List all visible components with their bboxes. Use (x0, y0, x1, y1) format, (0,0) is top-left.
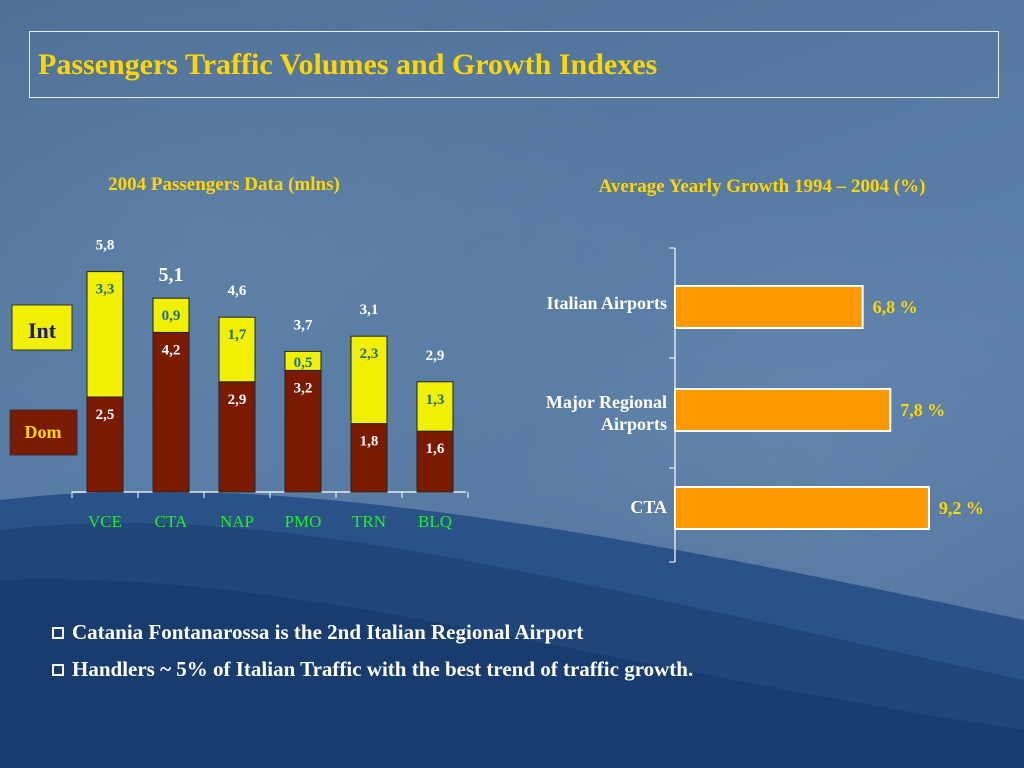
data-label-total: 4,6 (228, 283, 247, 299)
x-tick-label: TRN (352, 512, 386, 531)
bullet-text: Handlers ~ 5% of Italian Traffic with th… (72, 657, 694, 681)
bar-int-trn (350, 335, 388, 425)
bar-dom-vce (86, 396, 124, 493)
bullet-item: Handlers ~ 5% of Italian Traffic with th… (52, 657, 693, 682)
growth-value-label: 6,8 % (873, 297, 918, 317)
bar-int-pmo (284, 350, 322, 371)
growth-bar (674, 388, 892, 432)
x-tick-label: NAP (220, 512, 254, 531)
bar-dom-trn (350, 423, 388, 493)
data-label-int: 1,7 (228, 327, 247, 343)
data-label-int: 2,3 (360, 346, 379, 362)
data-label-int: 0,9 (162, 308, 181, 324)
data-label-total: 3,7 (294, 317, 313, 333)
x-tick-label: PMO (285, 512, 322, 531)
y-tick-label: Major Regional (546, 392, 667, 412)
data-label-total: 2,9 (426, 348, 445, 364)
data-label-total: 5,1 (159, 264, 184, 286)
data-label-dom: 4,2 (162, 342, 181, 358)
data-label-dom: 2,9 (228, 392, 247, 408)
data-label-dom: 1,6 (426, 441, 445, 457)
chart1-title: 2004 Passengers Data (mlns) (108, 174, 340, 195)
bar-int-nap (218, 316, 256, 383)
data-label-total: 5,8 (96, 238, 115, 254)
x-tick-label: BLQ (418, 512, 452, 531)
checkbox-bullet-icon (52, 626, 64, 639)
bar-dom-cta (152, 331, 190, 493)
data-label-dom: 1,8 (360, 434, 379, 450)
bullet-item: Catania Fontanarossa is the 2nd Italian … (52, 620, 693, 645)
growth-value-label: 9,2 % (939, 498, 984, 518)
title-box: Passengers Traffic Volumes and Growth In… (29, 31, 999, 98)
bullet-list: Catania Fontanarossa is the 2nd Italian … (52, 620, 693, 694)
decorative-wave (0, 491, 1024, 768)
legend-int-swatch (11, 304, 73, 351)
x-tick-label: VCE (88, 512, 122, 531)
growth-bar (674, 486, 930, 530)
data-label-dom: 2,5 (96, 407, 115, 423)
slide-title: Passengers Traffic Volumes and Growth In… (38, 48, 658, 81)
chart2-title: Average Yearly Growth 1994 – 2004 (%) (599, 176, 926, 197)
bullet-text: Catania Fontanarossa is the 2nd Italian … (72, 620, 584, 644)
data-label-int: 0,5 (294, 355, 313, 371)
legend-int-label: Int (28, 318, 57, 343)
bar-dom-pmo (284, 369, 322, 493)
legend-dom-swatch (9, 409, 78, 456)
data-label-int: 1,3 (426, 392, 445, 408)
data-label-int: 3,3 (96, 282, 115, 298)
y-tick-label: Italian Airports (546, 293, 667, 313)
growth-bar (674, 285, 864, 329)
y-tick-label: CTA (630, 497, 667, 517)
bar-int-vce (86, 271, 124, 398)
checkbox-bullet-icon (52, 663, 64, 676)
growth-value-label: 7,8 % (900, 400, 945, 420)
data-label-total: 3,1 (360, 302, 379, 318)
data-label-dom: 3,2 (294, 380, 313, 396)
y-tick-label: Airports (601, 414, 667, 434)
bar-int-cta (152, 297, 190, 333)
x-tick-label: CTA (155, 512, 188, 531)
bar-int-blq (416, 381, 454, 432)
legend-dom-label: Dom (25, 422, 62, 442)
